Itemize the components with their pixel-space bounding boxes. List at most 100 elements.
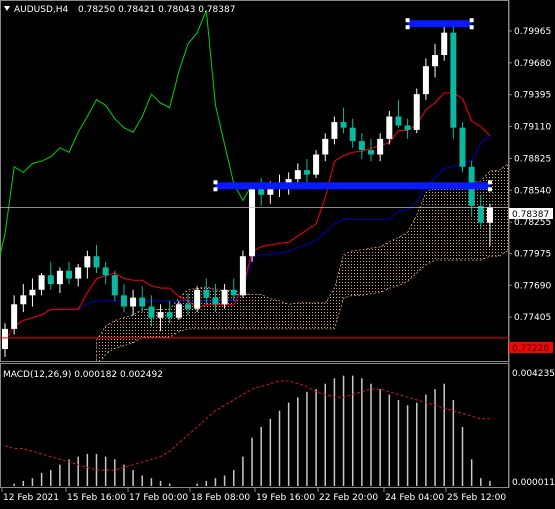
candle-body bbox=[258, 189, 265, 195]
red-level-label: 0.77220 bbox=[512, 344, 549, 354]
zone-handle[interactable] bbox=[469, 18, 474, 23]
candle-body bbox=[294, 170, 301, 180]
candle-body bbox=[38, 275, 45, 290]
candle-body bbox=[84, 256, 91, 268]
candle-body bbox=[93, 256, 100, 268]
candle-body bbox=[11, 304, 18, 329]
candle-body bbox=[221, 289, 228, 305]
candle bbox=[230, 278, 237, 301]
candle bbox=[450, 27, 457, 139]
ichimoku-cloud bbox=[96, 163, 508, 361]
current-price-label: 0.78387 bbox=[512, 210, 549, 220]
candle bbox=[221, 284, 228, 309]
candle bbox=[84, 250, 91, 279]
candle-body bbox=[413, 94, 420, 130]
candle-body bbox=[404, 125, 411, 130]
time-tick-label: 22 Feb 20:00 bbox=[319, 493, 378, 503]
candle bbox=[56, 267, 63, 294]
candle bbox=[175, 300, 182, 320]
candle-body bbox=[120, 295, 127, 307]
candle-body bbox=[157, 312, 164, 318]
candle-body bbox=[47, 275, 54, 285]
candle-body bbox=[477, 205, 484, 223]
candle-body bbox=[148, 306, 155, 318]
candle bbox=[313, 150, 320, 178]
price-tick-label: 0.78825 bbox=[514, 154, 551, 164]
candle-body bbox=[56, 270, 63, 285]
zone-handle[interactable] bbox=[487, 187, 492, 192]
resistance-zone[interactable] bbox=[405, 18, 474, 30]
candle-body bbox=[303, 170, 310, 175]
candle bbox=[102, 261, 109, 285]
price-tick-label: 0.79110 bbox=[514, 123, 551, 133]
candle-body bbox=[459, 127, 466, 167]
candle bbox=[130, 289, 137, 316]
candle bbox=[477, 194, 484, 229]
candle-body bbox=[203, 289, 210, 298]
candle bbox=[29, 278, 36, 307]
candle bbox=[331, 116, 338, 145]
macd-plot bbox=[4, 375, 491, 486]
price-tick-label: 0.78540 bbox=[514, 186, 551, 196]
candle-body bbox=[377, 138, 384, 155]
candle-body bbox=[358, 141, 365, 151]
candle-body bbox=[212, 297, 219, 305]
price-tick-label: 0.77975 bbox=[514, 249, 551, 259]
candle-body bbox=[230, 289, 237, 296]
candle bbox=[166, 300, 173, 324]
candle-body bbox=[166, 312, 173, 318]
candle-body bbox=[450, 32, 457, 128]
price-tick-label: 0.78255 bbox=[514, 218, 551, 228]
time-tick-label: 12 Feb 2021 bbox=[3, 493, 59, 503]
price-tick-label: 0.79965 bbox=[514, 27, 551, 37]
candle-body bbox=[267, 185, 274, 195]
candle bbox=[38, 272, 45, 296]
time-tick-label: 25 Feb 12:00 bbox=[447, 493, 506, 503]
candle-body bbox=[66, 270, 73, 279]
candle-body bbox=[386, 116, 393, 139]
candle bbox=[47, 261, 54, 290]
zone-handle[interactable] bbox=[487, 180, 492, 185]
candle-body bbox=[111, 275, 118, 296]
candle bbox=[93, 245, 100, 273]
candles bbox=[2, 24, 493, 357]
candle bbox=[486, 203, 493, 247]
time-tick-label: 15 Feb 16:00 bbox=[67, 493, 126, 503]
candle-body bbox=[175, 304, 182, 318]
zone-handle[interactable] bbox=[469, 25, 474, 30]
candle bbox=[139, 286, 146, 313]
candle-body bbox=[139, 297, 146, 307]
candle bbox=[432, 43, 439, 78]
candle bbox=[395, 99, 402, 128]
candle bbox=[422, 58, 429, 100]
candle bbox=[358, 133, 365, 159]
chikou-line bbox=[0, 10, 253, 258]
zone-handle[interactable] bbox=[213, 187, 218, 192]
candle-body bbox=[322, 138, 329, 155]
zone-handle[interactable] bbox=[405, 25, 410, 30]
current-price-box bbox=[509, 208, 553, 219]
time-tick-label: 17 Feb 00:00 bbox=[129, 493, 188, 503]
candle-body bbox=[29, 289, 36, 296]
support-zone[interactable] bbox=[213, 180, 492, 192]
candle bbox=[194, 286, 201, 313]
candle-body bbox=[395, 116, 402, 126]
candle bbox=[386, 110, 393, 145]
candle bbox=[303, 158, 310, 184]
zone-bar[interactable] bbox=[407, 20, 472, 28]
candle bbox=[377, 133, 384, 162]
zone-bar[interactable] bbox=[215, 182, 490, 190]
price-tick-label: 0.79680 bbox=[514, 59, 551, 69]
candle bbox=[11, 295, 18, 335]
kumo-cloud bbox=[96, 163, 508, 361]
chevron-down-icon[interactable] bbox=[4, 6, 10, 11]
candle-body bbox=[194, 289, 201, 309]
zone-handle[interactable] bbox=[213, 180, 218, 185]
zone-handle[interactable] bbox=[405, 18, 410, 23]
candle bbox=[148, 295, 155, 327]
kijun-line bbox=[4, 135, 491, 341]
candle bbox=[157, 304, 164, 332]
time-tick-label: 19 Feb 16:00 bbox=[256, 493, 315, 503]
candle-body bbox=[432, 55, 439, 67]
